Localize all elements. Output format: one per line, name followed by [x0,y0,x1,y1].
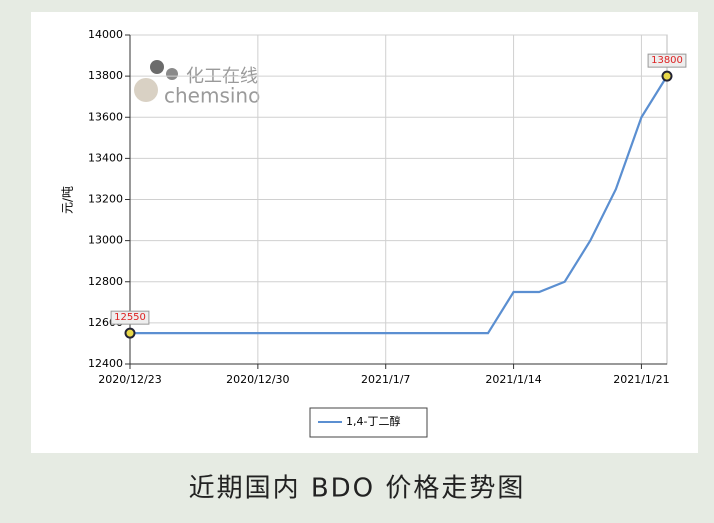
point-marker [124,327,136,339]
data-label: 13800 [651,55,683,66]
x-tick-label: 2021/1/7 [361,373,410,386]
y-tick-label: 14000 [88,28,123,41]
watermark: 化工在线 chemsino [134,60,260,108]
y-tick-label: 12800 [88,275,123,288]
caption: 近期国内 BDO 价格走势图 [189,474,526,504]
watermark-en: chemsino [164,84,260,108]
x-tick-label: 2020/12/30 [226,373,289,386]
y-tick-label: 13200 [88,193,123,206]
y-tick-label: 13400 [88,151,123,164]
chart-panel [31,12,698,453]
series-line [130,75,668,335]
y-tick-label: 12400 [88,357,123,370]
y-tick-label: 13600 [88,110,123,123]
logo-circle [150,60,164,74]
x-tick-label: 2021/1/14 [485,373,541,386]
x-tick-label: 2021/1/21 [613,373,669,386]
legend-label: 1,4-丁二醇 [346,414,400,428]
data-label-box [647,53,687,68]
y-tick-label: 13800 [88,69,123,82]
logo-circle [134,78,158,102]
y-tick-label: 13000 [88,234,123,247]
x-tick-label: 2020/12/23 [98,373,161,386]
data-label-box [110,310,150,325]
data-label: 12550 [114,312,146,323]
logo-circle [166,68,178,80]
y-axis-label: 元/吨 [61,186,75,214]
point-marker [661,70,673,82]
